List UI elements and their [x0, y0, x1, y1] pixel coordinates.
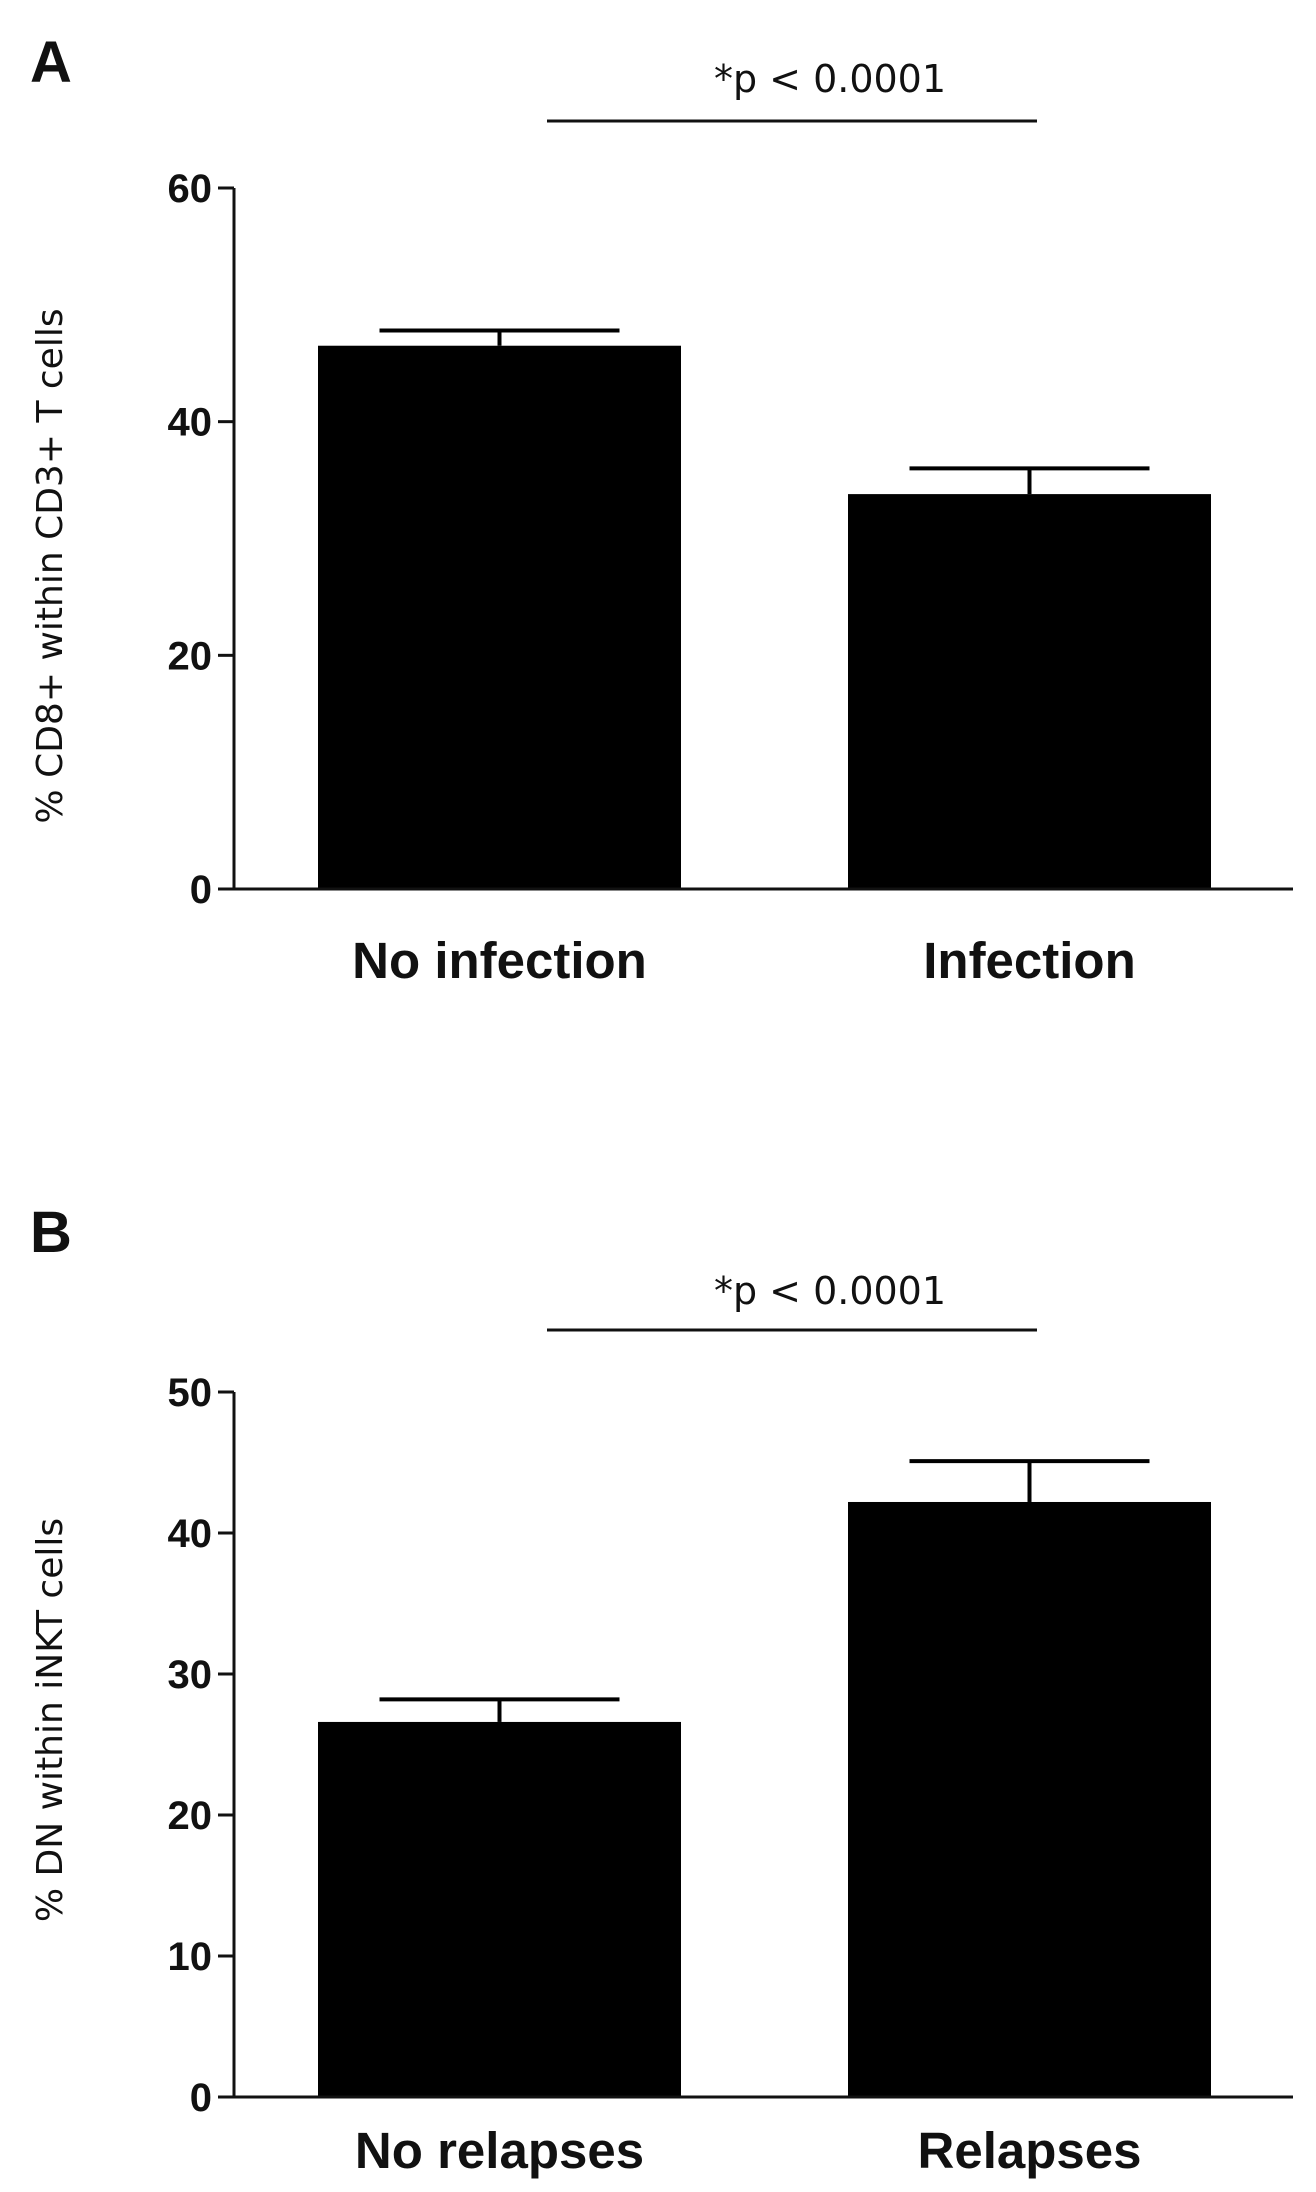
panel-a-plot: 0 20 40 60 No infection Infection — [168, 167, 1293, 989]
panel-b-y-tick-label: 20 — [168, 1794, 213, 1838]
panel-a-bar — [318, 345, 681, 890]
panel-b-category-label: No relapses — [355, 2122, 644, 2179]
panel-a-y-tick-label: 60 — [168, 167, 213, 211]
panel-b: B % DN within iNKT cells *p < 0.0001 0 10… — [30, 1200, 1293, 2179]
panel-b-y-tick-label: 40 — [168, 1512, 213, 1556]
panel-b-y-axis-label: % DN within iNKT cells — [30, 1518, 71, 1922]
panel-a-y-tick-label: 0 — [190, 868, 212, 912]
panel-b-plot: 0 10 20 30 40 50 No relapses Relapses — [168, 1371, 1293, 2179]
panel-a-y-axis-label: % CD8+ within CD3+ T cells — [30, 308, 71, 823]
panel-a-y-tick-label: 40 — [168, 401, 213, 445]
panel-b-y-tick-label: 0 — [190, 2076, 212, 2120]
panel-a-letter: A — [30, 30, 72, 95]
panel-b-bar — [318, 1721, 681, 2097]
panel-b-y-tick-label: 50 — [168, 1371, 213, 1415]
panel-b-y-tick-label: 10 — [168, 1935, 213, 1979]
panel-b-significance-label: *p < 0.0001 — [714, 1269, 946, 1313]
panel-a-category-label: No infection — [352, 932, 647, 989]
panel-a: A % CD8+ within CD3+ T cells *p < 0.0001… — [30, 30, 1293, 989]
panel-a-significance-label: *p < 0.0001 — [714, 57, 946, 101]
panel-b-y-tick-label: 30 — [168, 1653, 213, 1697]
panel-a-bar — [848, 494, 1211, 889]
panel-a-y-tick-label: 20 — [168, 634, 213, 678]
panel-a-category-label: Infection — [923, 932, 1136, 989]
panel-b-letter: B — [30, 1200, 72, 1265]
panel-b-category-label: Relapses — [918, 2122, 1142, 2179]
panel-b-bar — [848, 1501, 1211, 2097]
